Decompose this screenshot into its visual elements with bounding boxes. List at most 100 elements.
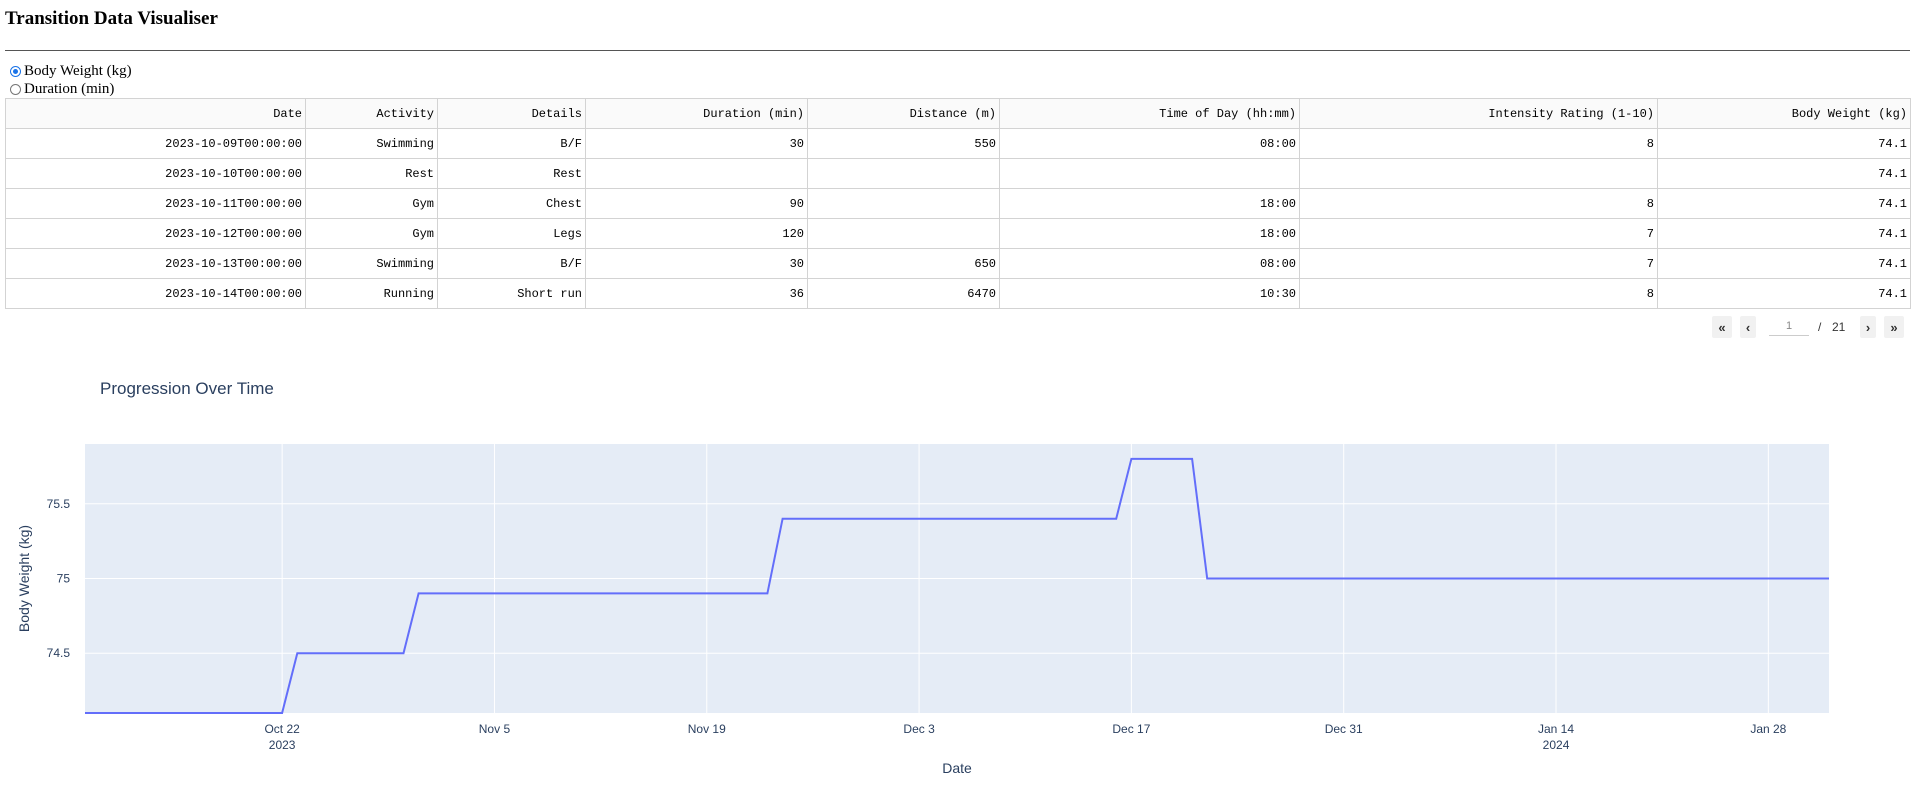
- table-cell[interactable]: 650: [807, 248, 1000, 279]
- table-cell[interactable]: 08:00: [999, 248, 1300, 279]
- table-row: 2023-10-11T00:00:00 Gym Chest 90 18:00 8…: [5, 188, 1911, 219]
- table-cell[interactable]: 2023-10-12T00:00:00: [5, 218, 306, 249]
- table-cell[interactable]: Rest: [305, 158, 438, 189]
- table-cell[interactable]: Running: [305, 278, 438, 309]
- column-header-activity[interactable]: Activity: [305, 98, 438, 129]
- table-cell[interactable]: 10:30: [999, 278, 1300, 309]
- metric-option-label[interactable]: Body Weight (kg): [24, 62, 132, 79]
- table-cell[interactable]: [1299, 158, 1658, 189]
- table-row: 2023-10-14T00:00:00 Running Short run 36…: [5, 278, 1911, 309]
- table-cell[interactable]: Legs: [437, 218, 586, 249]
- previous-page-button[interactable]: ‹: [1740, 316, 1756, 338]
- x-tick-sublabel: 2023: [269, 738, 296, 752]
- table-row: 2023-10-12T00:00:00 Gym Legs 120 18:00 7…: [5, 218, 1911, 249]
- chart-svg: Progression Over Time Oct 22 2023 Nov 5 Nov …: [16, 379, 1829, 776]
- title-divider: [5, 50, 1910, 51]
- table-cell[interactable]: 2023-10-13T00:00:00: [5, 248, 306, 279]
- table-cell[interactable]: [807, 188, 1000, 219]
- table-row: 2023-10-10T00:00:00 Rest Rest 74.1: [5, 158, 1911, 189]
- table-cell[interactable]: 8: [1299, 188, 1658, 219]
- metric-selector: Body Weight (kg) Duration (min): [10, 62, 132, 98]
- table-cell[interactable]: 18:00: [999, 218, 1300, 249]
- x-tick-label: Jan 28: [1750, 722, 1786, 736]
- table-cell[interactable]: 2023-10-14T00:00:00: [5, 278, 306, 309]
- table-cell[interactable]: 2023-10-11T00:00:00: [5, 188, 306, 219]
- total-pages: 21: [1832, 320, 1846, 334]
- x-axis-title: Date: [942, 760, 972, 776]
- table-cell[interactable]: 18:00: [999, 188, 1300, 219]
- radio-button-body-weight[interactable]: [10, 65, 21, 77]
- x-tick-label: Oct 22: [264, 722, 300, 736]
- column-header-time-of-day[interactable]: Time of Day (hh:mm): [999, 98, 1300, 129]
- radio-button-duration[interactable]: [10, 83, 21, 95]
- table-cell[interactable]: B/F: [437, 248, 586, 279]
- table-cell[interactable]: 8: [1299, 278, 1658, 309]
- table-header-row: Date Activity Details Duration (min) Dis…: [5, 98, 1911, 129]
- table-cell[interactable]: [807, 218, 1000, 249]
- column-header-distance[interactable]: Distance (m): [807, 98, 1000, 129]
- pagination: « ‹ / 21 › »: [1712, 314, 1910, 340]
- page-number-input[interactable]: [1769, 317, 1809, 336]
- metric-option-body-weight[interactable]: Body Weight (kg): [10, 62, 132, 80]
- column-header-body-weight[interactable]: Body Weight (kg): [1657, 98, 1911, 129]
- table-cell[interactable]: 30: [585, 248, 808, 279]
- y-tick-label: 75: [57, 572, 71, 586]
- table-cell[interactable]: 90: [585, 188, 808, 219]
- table-cell[interactable]: Gym: [305, 218, 438, 249]
- x-tick-label: Dec 3: [903, 722, 935, 736]
- y-tick-label: 75.5: [47, 497, 71, 511]
- table-cell[interactable]: 74.1: [1657, 278, 1911, 309]
- table-cell[interactable]: 74.1: [1657, 248, 1911, 279]
- page-separator: /: [1818, 320, 1822, 334]
- table-cell[interactable]: 120: [585, 218, 808, 249]
- table-cell[interactable]: 74.1: [1657, 218, 1911, 249]
- table-row: 2023-10-09T00:00:00 Swimming B/F 30 550 …: [5, 128, 1911, 159]
- table-cell[interactable]: 08:00: [999, 128, 1300, 159]
- column-header-intensity[interactable]: Intensity Rating (1-10): [1299, 98, 1658, 129]
- table-cell[interactable]: [585, 158, 808, 189]
- table-cell[interactable]: 550: [807, 128, 1000, 159]
- table-cell[interactable]: 2023-10-10T00:00:00: [5, 158, 306, 189]
- table-cell[interactable]: Swimming: [305, 128, 438, 159]
- table-row: 2023-10-13T00:00:00 Swimming B/F 30 650 …: [5, 248, 1911, 279]
- table-cell[interactable]: 2023-10-09T00:00:00: [5, 128, 306, 159]
- x-tick-label: Nov 19: [688, 722, 726, 736]
- y-axis-title: Body Weight (kg): [16, 525, 32, 632]
- table-cell[interactable]: 6470: [807, 278, 1000, 309]
- x-tick-label: Dec 17: [1112, 722, 1150, 736]
- x-tick-label: Dec 31: [1325, 722, 1363, 736]
- first-page-button[interactable]: «: [1712, 316, 1732, 338]
- table-cell[interactable]: 30: [585, 128, 808, 159]
- column-header-date[interactable]: Date: [5, 98, 306, 129]
- double-chevron-right-icon: »: [1890, 319, 1898, 335]
- table-cell[interactable]: [999, 158, 1300, 189]
- table-cell[interactable]: 36: [585, 278, 808, 309]
- table-cell[interactable]: 74.1: [1657, 128, 1911, 159]
- app-title: Transition Data Visualiser: [5, 8, 218, 29]
- table-cell[interactable]: B/F: [437, 128, 586, 159]
- table-cell[interactable]: [807, 158, 1000, 189]
- x-tick-sublabel: 2024: [1543, 738, 1570, 752]
- series-line[interactable]: [85, 457, 1829, 714]
- table-cell[interactable]: 7: [1299, 248, 1658, 279]
- x-tick-label: Jan 14: [1538, 722, 1574, 736]
- table-cell[interactable]: 74.1: [1657, 188, 1911, 219]
- table-cell[interactable]: 74.1: [1657, 158, 1911, 189]
- next-page-button[interactable]: ›: [1860, 316, 1876, 338]
- table-cell[interactable]: Rest: [437, 158, 586, 189]
- table-cell[interactable]: Swimming: [305, 248, 438, 279]
- chevron-left-icon: ‹: [1745, 319, 1751, 335]
- chevron-right-icon: ›: [1865, 319, 1871, 335]
- data-table: Date Activity Details Duration (min) Dis…: [5, 98, 1911, 309]
- table-cell[interactable]: Short run: [437, 278, 586, 309]
- column-header-duration[interactable]: Duration (min): [585, 98, 808, 129]
- column-header-details[interactable]: Details: [437, 98, 586, 129]
- y-tick-label: 74.5: [47, 646, 71, 660]
- last-page-button[interactable]: »: [1884, 316, 1904, 338]
- table-cell[interactable]: 8: [1299, 128, 1658, 159]
- table-cell[interactable]: 7: [1299, 218, 1658, 249]
- metric-option-duration[interactable]: Duration (min): [10, 80, 132, 98]
- table-cell[interactable]: Gym: [305, 188, 438, 219]
- table-cell[interactable]: Chest: [437, 188, 586, 219]
- metric-option-label[interactable]: Duration (min): [24, 80, 115, 97]
